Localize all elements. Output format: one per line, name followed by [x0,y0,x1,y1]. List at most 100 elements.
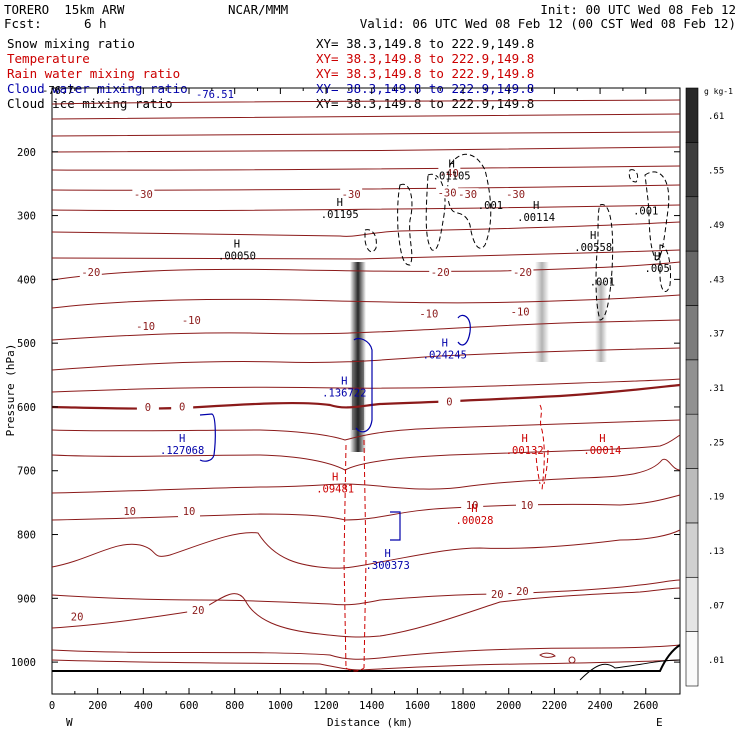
isotherm [51,294,681,309]
ice-contour [659,244,671,293]
y-tick-label: 500 [17,338,36,350]
colorbar-tick-label: .13 [708,547,724,557]
y-tick-label: 900 [17,593,36,605]
colorbar-swatch [685,468,699,524]
contour-labels: .001 .001 .001 [478,200,659,289]
contour-label: .001 [590,277,615,289]
maximum-value: .00132 [506,445,544,457]
colorbar-units: g kg-1 [704,87,733,96]
maximum-value: .00014 [583,445,621,457]
temperature-label: -20 [431,267,450,279]
x-tick-label: 1600 [405,700,430,712]
colorbar-swatch [685,576,699,632]
maximum-h-marker: H [341,376,347,388]
terrain-surface-right [579,659,681,681]
temp-label-bg [178,505,201,518]
maximum-h-marker: H [654,251,660,263]
maximum-h-marker: H [234,238,240,250]
init-time: Init: 00 UTC Wed 08 Feb 12 [540,2,736,17]
rain-contour [343,444,347,669]
ice-contour [595,204,614,321]
valid-time: Valid: 06 UTC Wed 08 Feb 12 (00 CST Wed … [360,16,736,31]
ice-contour [397,183,413,266]
colorbar-swatch [685,87,699,143]
model-title: TORERO 15km ARW [4,2,125,17]
temperature-label: 10 [466,500,479,512]
temperature-label: -30 [342,189,361,201]
x-tick-label: 800 [225,700,244,712]
maximum-h-marker: H [448,159,454,171]
colorbar-tick-label: .49 [708,221,724,231]
y-tick-label: 800 [17,530,36,542]
temperature-label: -10 [511,307,530,319]
temp-label-bg [340,188,363,201]
temperature-label: -30 [438,187,457,199]
temp-label-bg [438,395,461,408]
y-tick-label: 300 [17,211,36,223]
temp-label-bg [132,188,155,201]
overprint-label-2: -76.51 [196,89,234,101]
temperature-label: 20 [516,586,529,598]
isotherm-minus-20 [51,261,681,281]
y-tick-label: 200 [17,147,36,159]
y-tick-label: 700 [17,466,36,478]
isotherm [51,529,681,569]
y-tick-label: 1000 [11,657,36,669]
snow-column-3 [535,262,549,362]
legend-field-xy: XY= 38.3,149.8 to 222.9,149.8 [316,36,534,51]
plot-frame [51,87,681,695]
rain-contour [543,449,549,485]
isotherm [51,434,681,471]
temperature-label: -20 [81,267,100,279]
terrain-surface [52,644,681,672]
temperature-label: -20 [513,267,532,279]
temp-label-bg [171,400,194,413]
overprint-label-1: -76.7 [42,85,74,97]
temperature-label: -30 [506,189,525,201]
colorbar-tick-label: .55 [708,167,724,177]
temp-label-bg [79,265,102,278]
colorbar-swatch [685,631,699,687]
maximum-value: .00028 [456,515,494,527]
maximum-h-marker: H [590,230,596,242]
isotherm [51,146,681,153]
temp-label-bg [136,401,159,414]
maximum-value: .01195 [321,209,359,221]
temp-label-bg [417,307,440,320]
x-tick-label: 2600 [633,700,658,712]
x-tick-label: 1400 [359,700,384,712]
field-legend: Snow mixing ratio XY= 38.3,149.8 to 222.9… [7,36,534,111]
colorbar: .01 .07 .13 .19 .25 .31 .37 .43 .49 .55 .61 g kg-1 [685,87,733,687]
isotherm [51,659,681,671]
x-tick-label: 600 [180,700,199,712]
temp-label-bg [511,265,534,278]
legend-field-xy: XY= 38.3,149.8 to 222.9,149.8 [316,66,534,81]
maximum-h-marker: H [332,471,338,483]
colorbar-swatch [685,305,699,361]
x-tick-label: 400 [134,700,153,712]
temperature-label: 10 [123,506,136,518]
maximum-h-marker: H [337,197,343,209]
ice-contours [364,153,671,321]
temp-label-bg [486,588,509,601]
temp-label-bg [461,498,484,511]
colorbar-tick-label: .07 [708,601,724,611]
isotherm [51,131,681,137]
colorbar-tick-label: .61 [708,112,724,122]
temp-label-bg [511,584,534,597]
cloud-water-contour [353,337,373,433]
isotherm [51,419,681,441]
cloud-water-contour [457,314,471,346]
colorbar-tick-label: .19 [708,493,724,503]
maximum-value: .00114 [517,212,555,224]
legend-field-name: Rain water mixing ratio [7,66,180,81]
east-label: E [656,716,663,729]
temperature-label: -10 [419,308,438,320]
temperature-label: 10 [521,500,534,512]
temperature-label: -30 [458,189,477,201]
maximum-value: .127068 [160,445,204,457]
maximum-h-marker: H [385,548,391,560]
rain-contour [539,404,545,491]
fcst-label: Fcst: [4,16,42,31]
